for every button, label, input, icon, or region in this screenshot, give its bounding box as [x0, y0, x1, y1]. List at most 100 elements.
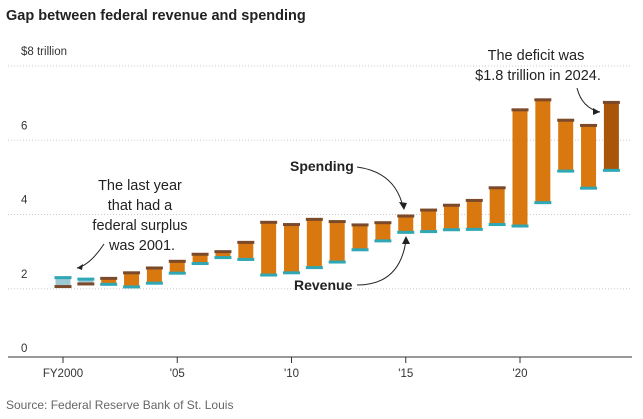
- gap-bar: [169, 261, 185, 274]
- spending-marker: [283, 223, 300, 227]
- spending-marker: [214, 250, 232, 254]
- revenue-arrow: [356, 239, 407, 286]
- spending-marker: [420, 208, 438, 212]
- revenue-label: Revenue: [294, 277, 353, 293]
- gridlines: [8, 65, 632, 290]
- revenue-marker: [191, 262, 209, 266]
- y-axis-tick-labels: 0 2 4 6 $8 trillion: [21, 46, 67, 355]
- source-note: Source: Federal Reserve Bank of St. Loui…: [6, 398, 234, 412]
- spending-marker: [351, 223, 369, 227]
- deficit-arrowhead: [593, 108, 600, 115]
- gap-bar: [261, 222, 277, 276]
- gap-bar: [375, 222, 391, 241]
- spending-marker: [442, 203, 460, 207]
- spending-marker: [237, 240, 255, 244]
- gap-bar: [558, 120, 574, 172]
- y-tick-label: 4: [21, 195, 28, 207]
- revenue-arrowhead: [402, 236, 410, 244]
- revenue-marker: [420, 230, 438, 234]
- spending-marker: [191, 252, 209, 256]
- revenue-marker: [442, 228, 460, 232]
- revenue-marker: [580, 186, 598, 190]
- x-tick-label: '15: [398, 368, 413, 380]
- revenue-marker: [602, 168, 620, 172]
- spending-marker: [100, 276, 118, 280]
- gap-bar: [215, 251, 231, 258]
- bars: [54, 98, 620, 289]
- x-tick-label: FY2000: [43, 368, 83, 380]
- spending-arrowhead: [399, 202, 407, 210]
- revenue-marker: [214, 256, 232, 260]
- spending-marker: [305, 217, 323, 221]
- gap-bar: [146, 267, 162, 284]
- y-tick-label: 6: [21, 120, 27, 132]
- y-tick-label: 0: [21, 343, 27, 355]
- spending-marker: [488, 186, 506, 190]
- gap-bar: [489, 187, 505, 225]
- spending-marker: [328, 220, 346, 224]
- revenue-marker: [100, 282, 118, 286]
- chart-title: Gap between federal revenue and spending: [6, 8, 306, 24]
- spending-marker: [123, 271, 141, 275]
- revenue-marker: [511, 224, 529, 228]
- gap-bar: [443, 205, 459, 230]
- spending-marker: [557, 118, 575, 122]
- spending-marker: [145, 266, 163, 270]
- spending-marker: [397, 214, 415, 218]
- spending-marker: [168, 259, 186, 263]
- surplus-arrowhead: [77, 264, 83, 270]
- revenue-marker: [397, 230, 415, 234]
- revenue-marker: [77, 277, 95, 281]
- surplus-annotation: The last year that had a federal surplus…: [92, 178, 191, 254]
- revenue-marker: [305, 266, 323, 270]
- x-axis: FY2000 '05 '10 '15 '20: [8, 356, 632, 380]
- revenue-marker: [465, 227, 483, 231]
- spending-arrow: [356, 166, 404, 208]
- gap-bar: [124, 272, 140, 287]
- spending-marker: [54, 285, 72, 289]
- deficit-arrow: [576, 87, 601, 113]
- surplus-arrow: [76, 243, 105, 269]
- x-tick-label: '05: [170, 368, 185, 380]
- revenue-marker: [328, 260, 346, 264]
- x-tick-label: '20: [513, 368, 528, 380]
- revenue-marker: [351, 248, 369, 252]
- deficit-annotation: The deficit was $1.8 trillion in 2024.: [475, 48, 601, 84]
- revenue-marker: [54, 276, 72, 280]
- revenue-marker: [557, 169, 575, 173]
- spending-marker: [580, 123, 598, 127]
- spending-marker: [534, 98, 552, 102]
- gap-bar: [352, 224, 368, 250]
- gap-bar: [581, 125, 597, 189]
- revenue-marker: [168, 271, 186, 275]
- gap-bar: [192, 254, 208, 264]
- revenue-marker: [534, 201, 552, 205]
- y-tick-label: 2: [21, 269, 27, 281]
- y-tick-label: $8 trillion: [21, 46, 67, 58]
- x-tick-label: '10: [284, 368, 299, 380]
- gap-bar: [101, 278, 117, 285]
- spending-marker: [511, 108, 529, 112]
- revenue-marker: [237, 257, 255, 261]
- gap-bar: [284, 224, 299, 273]
- spending-marker: [374, 221, 392, 225]
- gap-bar: [603, 102, 619, 171]
- gap-bar: [306, 219, 322, 268]
- gap-bar: [78, 279, 94, 284]
- revenue-marker: [145, 281, 163, 285]
- gap-bar: [55, 277, 71, 287]
- spending-label: Spending: [290, 158, 354, 174]
- gap-bar: [398, 216, 414, 233]
- gap-bar: [329, 221, 345, 263]
- gap-bar: [238, 242, 254, 260]
- gap-bar: [535, 99, 551, 203]
- spending-marker: [602, 100, 620, 104]
- revenue-marker: [260, 273, 278, 277]
- spending-marker: [260, 220, 278, 224]
- gap-bar: [466, 200, 482, 230]
- revenue-marker: [123, 285, 141, 289]
- revenue-marker: [374, 239, 392, 243]
- spending-marker: [465, 198, 483, 202]
- gap-bar: [421, 210, 437, 232]
